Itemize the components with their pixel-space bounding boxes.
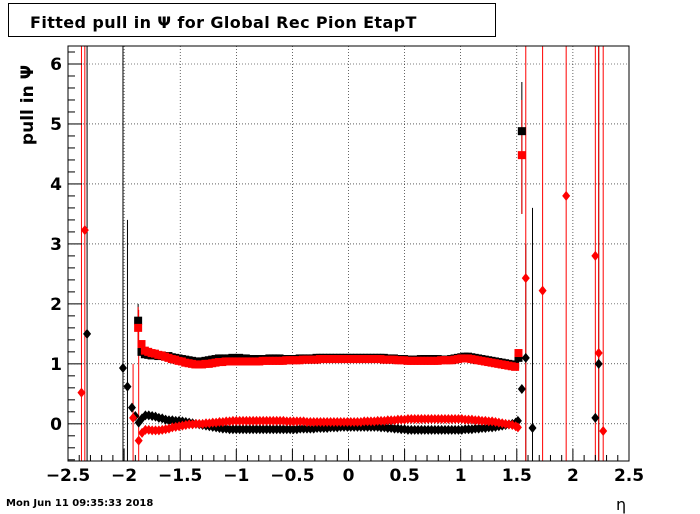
x-axis-label: η (616, 495, 627, 514)
x-tick-label: 2.5 (614, 466, 644, 486)
x-tick-label: −2 (111, 466, 137, 486)
data-point-diamond (562, 190, 571, 201)
y-tick-label: 6 (50, 55, 62, 75)
y-tick-label: 0 (50, 415, 62, 435)
data-point-diamond (517, 384, 526, 395)
data-point-diamond (513, 422, 522, 433)
data-point-diamond (129, 412, 138, 423)
x-tick-label: 1 (455, 466, 467, 486)
data-point-square (134, 316, 143, 325)
data-point-diamond (123, 381, 132, 392)
axis-ticks (67, 51, 630, 461)
data-point-diamond (134, 435, 143, 446)
error-bars (80, 46, 604, 461)
data-point-square (134, 323, 143, 332)
data-point-square (517, 151, 526, 160)
data-point-diamond (591, 412, 600, 423)
tick-labels: −2.5 −2 −1.5 −1 −0.5 0 0.5 1 1.5 2 2.5 0 1 2 3 4 5 6 (46, 55, 644, 486)
data-point-square (511, 362, 520, 371)
y-tick-label: 5 (50, 115, 62, 135)
x-tick-label: 0.5 (390, 466, 420, 486)
data-point-diamond (594, 358, 603, 369)
data-point-diamond (80, 225, 89, 236)
grid-lines (68, 46, 629, 461)
y-tick-label: 1 (50, 355, 62, 375)
data-point-square (514, 349, 523, 358)
data-point-square (137, 340, 146, 349)
timestamp-label: Mon Jun 11 09:35:33 2018 (6, 498, 154, 509)
x-tick-label: −0.5 (270, 466, 314, 486)
data-point-diamond (77, 387, 86, 398)
data-point-diamond (599, 426, 608, 437)
x-tick-label: −2.5 (46, 466, 90, 486)
data-point-diamond (591, 250, 600, 261)
x-tick-label: 1.5 (502, 466, 532, 486)
x-tick-label: 2 (567, 466, 579, 486)
y-tick-label: 2 (50, 295, 62, 315)
data-point-diamond (127, 402, 136, 413)
x-tick-label: 0 (343, 466, 355, 486)
data-point-diamond (528, 423, 537, 434)
data-point-square (514, 353, 523, 362)
data-point-square (517, 127, 526, 136)
x-tick-label: −1.5 (158, 466, 202, 486)
y-tick-label: 4 (50, 175, 62, 195)
x-tick-label: −1 (223, 466, 249, 486)
title-box: Fitted pull in Ψ for Global Rec Pion Eta… (8, 3, 496, 37)
data-markers (77, 127, 608, 446)
data-point-diamond (118, 363, 127, 374)
data-point-diamond (594, 348, 603, 359)
data-point-diamond (83, 328, 92, 339)
y-axis-label: pull in Ψ (18, 64, 38, 146)
y-tick-label: 3 (50, 235, 62, 255)
data-point-diamond (521, 273, 530, 284)
data-point-diamond (521, 352, 530, 363)
data-point-diamond (538, 285, 547, 296)
chart-title: Fitted pull in Ψ for Global Rec Pion Eta… (30, 13, 417, 32)
